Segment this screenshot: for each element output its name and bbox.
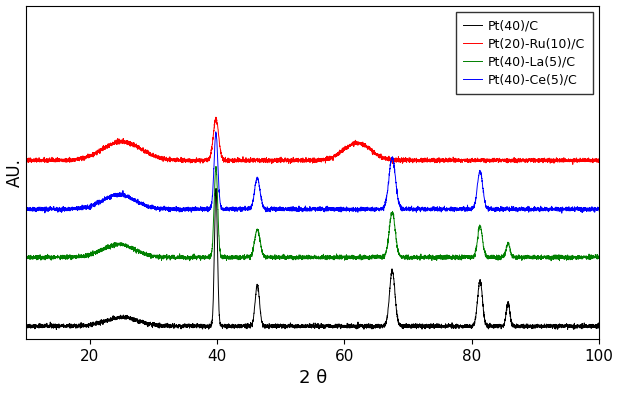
Line: Pt(40)-Ce(5)/C: Pt(40)-Ce(5)/C [27,132,599,213]
X-axis label: 2 θ: 2 θ [298,369,327,387]
Pt(40)-La(5)/C [493,255,501,260]
Pt(40)/C [127,314,134,319]
Pt(40)/C [450,326,457,331]
Pt(20)-Ru(10)/C [395,160,402,165]
Pt(20)-Ru(10)/C [127,139,134,144]
Pt(40)/C [241,323,249,328]
Pt(20)-Ru(10)/C [23,158,30,163]
Pt(40)-Ce(5)/C [127,195,134,199]
Pt(20)-Ru(10)/C [595,157,603,162]
Pt(40)-La(5)/C [127,246,134,250]
Pt(40)-Ce(5)/C [450,208,457,213]
Pt(40)/C [595,325,603,329]
Pt(20)-Ru(10)/C [241,156,249,161]
Pt(40)-Ce(5)/C [558,211,566,215]
Pt(40)-Ce(5)/C [395,201,402,206]
Line: Pt(40)/C: Pt(40)/C [27,189,599,329]
Pt(40)-Ce(5)/C [212,130,220,134]
Line: Pt(20)-Ru(10)/C: Pt(20)-Ru(10)/C [27,117,599,164]
Pt(20)-Ru(10)/C [493,158,501,162]
Pt(40)/C [23,323,30,328]
Pt(40)-Ce(5)/C [23,207,30,212]
Pt(40)-La(5)/C [23,256,30,261]
Pt(40)/C [53,327,60,332]
Pt(40)-La(5)/C [395,252,402,257]
Pt(40)-La(5)/C [212,164,220,169]
Pt(40)-Ce(5)/C [493,206,501,211]
Pt(40)/C [366,326,374,331]
Y-axis label: AU.: AU. [6,158,24,187]
Pt(40)/C [494,322,501,327]
Pt(40)-Ce(5)/C [595,208,603,213]
Pt(40)-La(5)/C [241,256,249,261]
Pt(40)-La(5)/C [366,256,374,261]
Pt(20)-Ru(10)/C [569,162,576,167]
Pt(40)/C [396,320,403,325]
Pt(20)-Ru(10)/C [450,158,457,163]
Pt(20)-Ru(10)/C [212,115,220,119]
Pt(40)-Ce(5)/C [241,208,249,212]
Pt(20)-Ru(10)/C [366,145,374,149]
Pt(40)-La(5)/C [547,258,555,263]
Legend: Pt(40)/C, Pt(20)-Ru(10)/C, Pt(40)-La(5)/C, Pt(40)-Ce(5)/C: Pt(40)/C, Pt(20)-Ru(10)/C, Pt(40)-La(5)/… [456,12,593,94]
Pt(40)/C [212,186,220,191]
Pt(40)-La(5)/C [595,255,603,260]
Pt(40)-La(5)/C [450,255,457,260]
Line: Pt(40)-La(5)/C: Pt(40)-La(5)/C [27,167,599,261]
Pt(40)-Ce(5)/C [366,206,374,211]
